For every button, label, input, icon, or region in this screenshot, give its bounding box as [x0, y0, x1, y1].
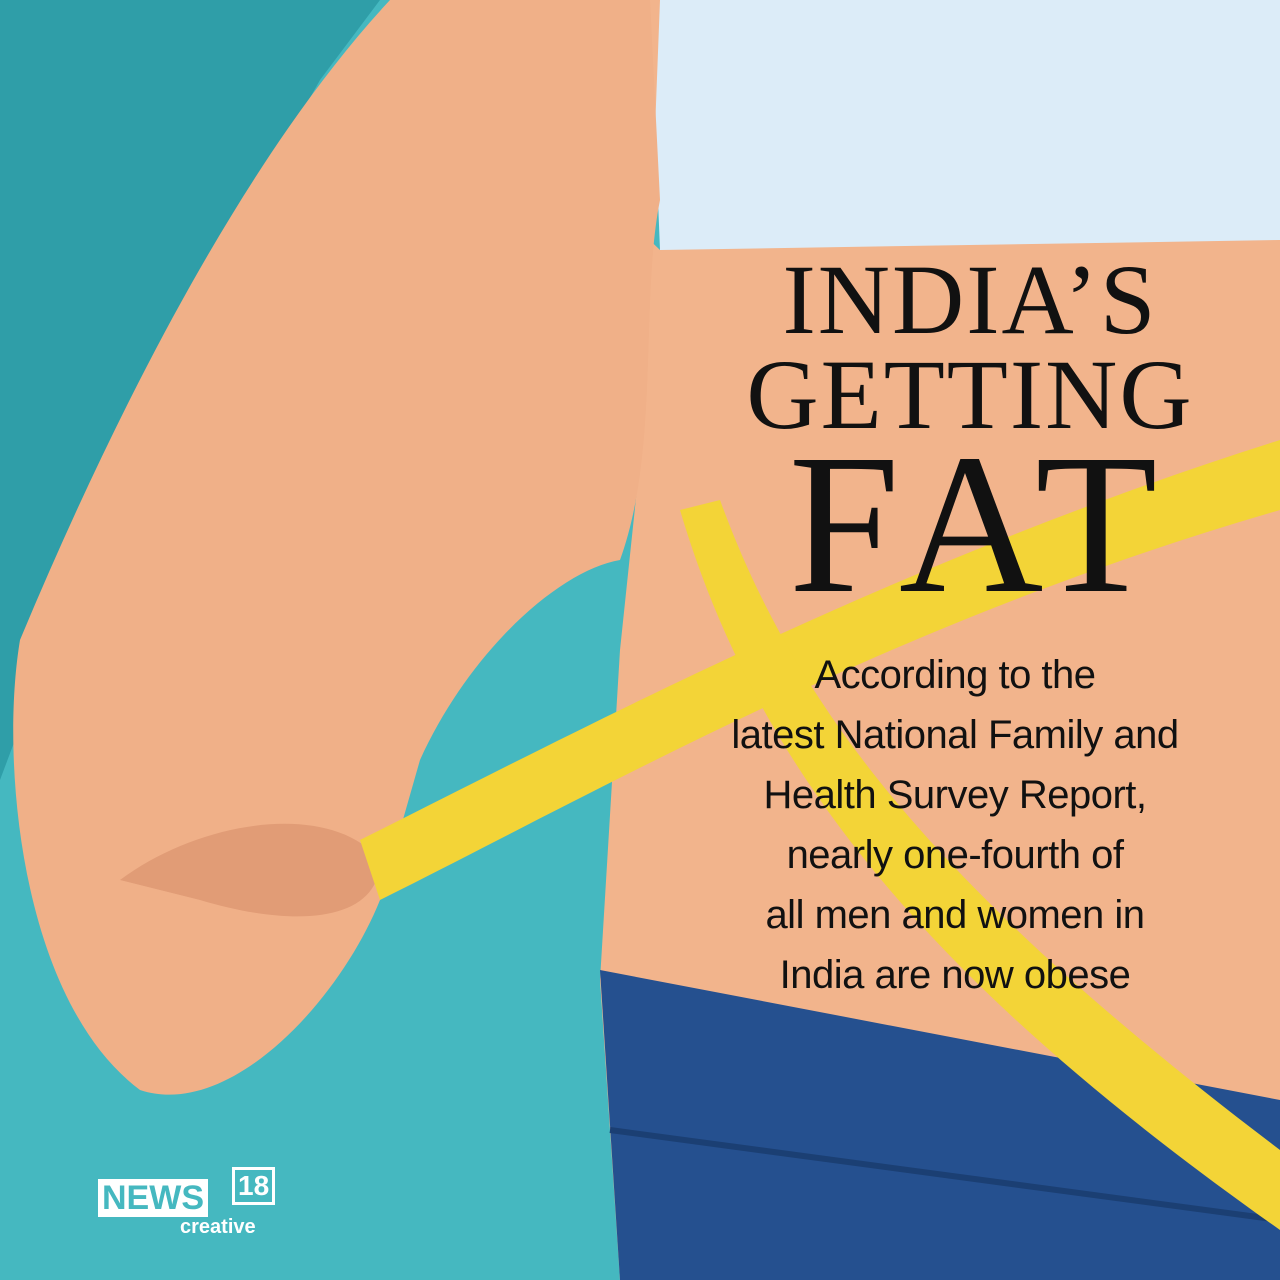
body-line: latest National Family and — [731, 713, 1179, 757]
logo-sub: creative — [180, 1216, 256, 1238]
body-line: India are now obese — [779, 953, 1131, 997]
measuring-tape-diagonal — [680, 500, 1280, 1230]
arm-shadow — [0, 0, 380, 780]
jeans — [600, 970, 1280, 1280]
body-line: all men and women in — [765, 893, 1145, 937]
body-text: According to the latest National Family … — [650, 645, 1260, 1005]
logo-news: NEWS — [98, 1179, 208, 1217]
headline-line-1: INDIA’S — [782, 244, 1158, 355]
body-line: According to the — [814, 653, 1096, 697]
jeans-seam — [609, 1127, 1280, 1223]
body-line: Health Survey Report, — [763, 773, 1147, 817]
thumb — [120, 823, 380, 917]
body-line: nearly one-fourth of — [786, 833, 1124, 877]
measuring-tape-horizontal — [360, 440, 1280, 900]
arm — [13, 0, 661, 1095]
shirt — [650, 0, 1280, 280]
headline-line-2: GETTING — [746, 339, 1194, 450]
headline-line-3: FAT — [788, 414, 1172, 635]
news18-creative-logo: NEWS 18 creative — [98, 1167, 278, 1238]
logo-number: 18 — [232, 1167, 276, 1205]
